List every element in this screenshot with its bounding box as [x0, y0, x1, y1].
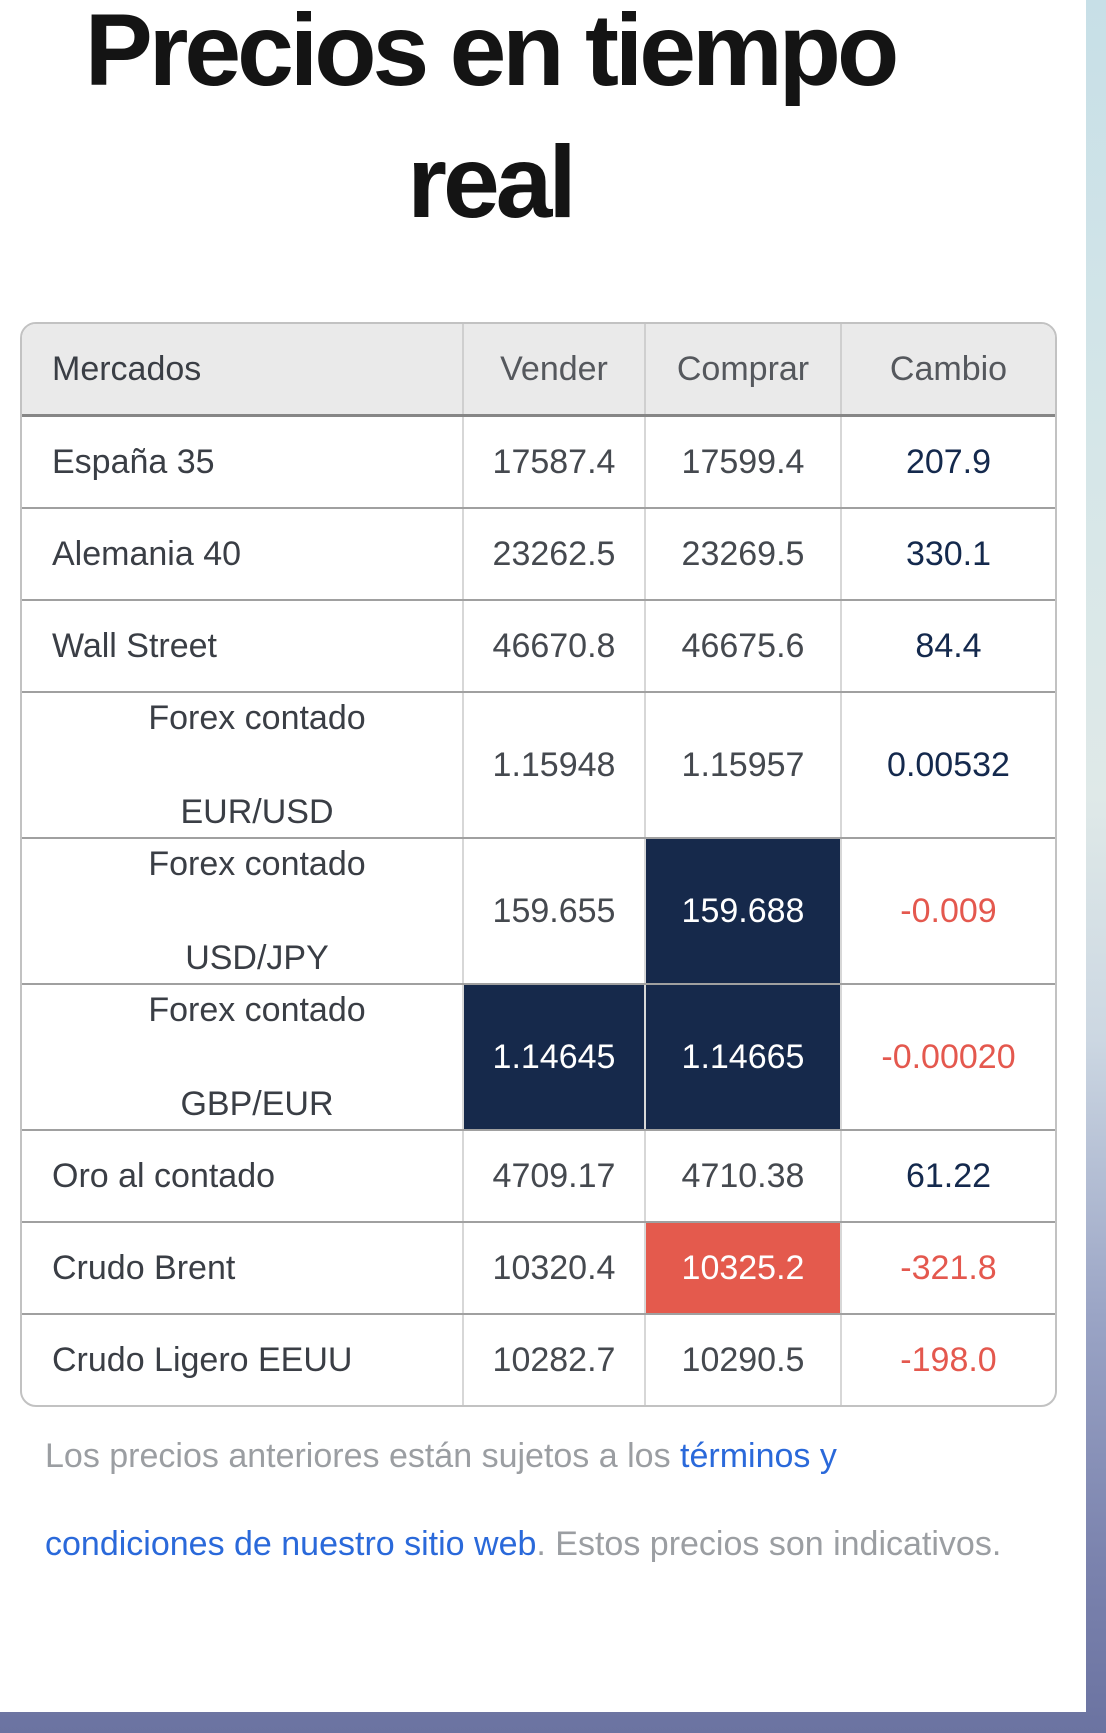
market-name-cell[interactable]: Forex contado GBP/EUR: [22, 985, 462, 1129]
price-table: Mercados Vender Comprar Cambio España 35…: [20, 322, 1057, 1407]
market-row[interactable]: Forex contado USD/JPY 159.655 159.688 -0.…: [22, 837, 1055, 983]
market-name-cell[interactable]: Oro al contado: [22, 1131, 462, 1221]
sell-price-cell[interactable]: 1.15948: [462, 693, 644, 837]
disclaimer-segment-after: . Estos precios son indicativos.: [536, 1525, 1002, 1563]
market-name-line: USD/JPY: [185, 938, 329, 977]
change-value-cell: -0.009: [840, 839, 1055, 983]
market-row[interactable]: Crudo Ligero EEUU 10282.7 10290.5 -198.0: [22, 1313, 1055, 1405]
buy-price-cell[interactable]: 46675.6: [644, 601, 840, 691]
sell-price-cell[interactable]: 1.14645: [462, 985, 644, 1129]
header-comprar: Comprar: [644, 324, 840, 414]
header-mercados: Mercados: [52, 349, 202, 388]
change-value-cell: -321.8: [840, 1223, 1055, 1313]
market-name-cell[interactable]: Alemania 40: [22, 509, 462, 599]
market-name-line: Crudo Brent: [52, 1248, 236, 1287]
market-row[interactable]: España 35 17587.4 17599.4 207.9: [22, 414, 1055, 507]
buy-price-cell[interactable]: 23269.5: [644, 509, 840, 599]
buy-price-cell[interactable]: 159.688: [644, 839, 840, 983]
market-row[interactable]: Forex contado GBP/EUR 1.14645 1.14665 -0.…: [22, 983, 1055, 1129]
market-name-cell[interactable]: Forex contado EUR/USD: [22, 693, 462, 837]
change-value-cell: 0.00532: [840, 693, 1055, 837]
market-name-line: Forex contado: [148, 844, 366, 883]
buy-price-cell[interactable]: 10290.5: [644, 1315, 840, 1405]
change-value-cell: 330.1: [840, 509, 1055, 599]
market-name-cell[interactable]: Crudo Brent: [22, 1223, 462, 1313]
market-row[interactable]: Oro al contado 4709.17 4710.38 61.22: [22, 1129, 1055, 1221]
header-vender: Vender: [462, 324, 644, 414]
buy-price-cell[interactable]: 1.15957: [644, 693, 840, 837]
sell-price-cell[interactable]: 17587.4: [462, 417, 644, 507]
change-value-cell: -198.0: [840, 1315, 1055, 1405]
sell-price-cell[interactable]: 46670.8: [462, 601, 644, 691]
market-row[interactable]: Forex contado EUR/USD 1.15948 1.15957 0.0…: [22, 691, 1055, 837]
market-row[interactable]: Crudo Brent 10320.4 10325.2 -321.8: [22, 1221, 1055, 1313]
market-name-line: Forex contado: [148, 698, 366, 737]
market-name-cell[interactable]: España 35: [22, 417, 462, 507]
sell-price-cell[interactable]: 4709.17: [462, 1131, 644, 1221]
buy-price-cell[interactable]: 1.14665: [644, 985, 840, 1129]
buy-price-cell[interactable]: 17599.4: [644, 417, 840, 507]
market-name-line: EUR/USD: [180, 792, 334, 831]
content-panel: Precios en tiempo real Mercados Vender C…: [20, 0, 1057, 1588]
market-name-line: Forex contado: [148, 990, 366, 1029]
market-row[interactable]: Alemania 40 23262.5 23269.5 330.1: [22, 507, 1055, 599]
market-name-line: España 35: [52, 442, 215, 481]
change-value-cell: -0.00020: [840, 985, 1055, 1129]
market-name-line: Crudo Ligero EEUU: [52, 1340, 353, 1379]
change-value-cell: 61.22: [840, 1131, 1055, 1221]
disclaimer-text: Los precios anteriores están sujetos a l…: [45, 1412, 1005, 1588]
market-name-line: Wall Street: [52, 626, 218, 665]
sell-price-cell[interactable]: 23262.5: [462, 509, 644, 599]
market-name-line: Alemania 40: [52, 534, 242, 573]
disclaimer-segment-before: Los precios anteriores están sujetos a l…: [45, 1437, 681, 1475]
change-value-cell: 207.9: [840, 417, 1055, 507]
page-title: Precios en tiempo real: [84, 0, 900, 239]
market-name-cell[interactable]: Crudo Ligero EEUU: [22, 1315, 462, 1405]
sell-price-cell[interactable]: 10282.7: [462, 1315, 644, 1405]
market-name-line: GBP/EUR: [180, 1084, 334, 1123]
buy-price-cell[interactable]: 4710.38: [644, 1131, 840, 1221]
sell-price-cell[interactable]: 159.655: [462, 839, 644, 983]
terms-link[interactable]: términos y condiciones de nuestro sitio …: [45, 1437, 837, 1563]
buy-price-cell[interactable]: 10325.2: [644, 1223, 840, 1313]
table-header-row: Mercados Vender Comprar Cambio: [22, 324, 1055, 414]
market-row[interactable]: Wall Street 46670.8 46675.6 84.4: [22, 599, 1055, 691]
market-name-cell[interactable]: Forex contado USD/JPY: [22, 839, 462, 983]
market-name-cell[interactable]: Wall Street: [22, 601, 462, 691]
header-cambio: Cambio: [840, 324, 1055, 414]
change-value-cell: 84.4: [840, 601, 1055, 691]
table-body: España 35 17587.4 17599.4 207.9 Alemania…: [22, 414, 1055, 1405]
market-name-line: Oro al contado: [52, 1156, 276, 1195]
sell-price-cell[interactable]: 10320.4: [462, 1223, 644, 1313]
